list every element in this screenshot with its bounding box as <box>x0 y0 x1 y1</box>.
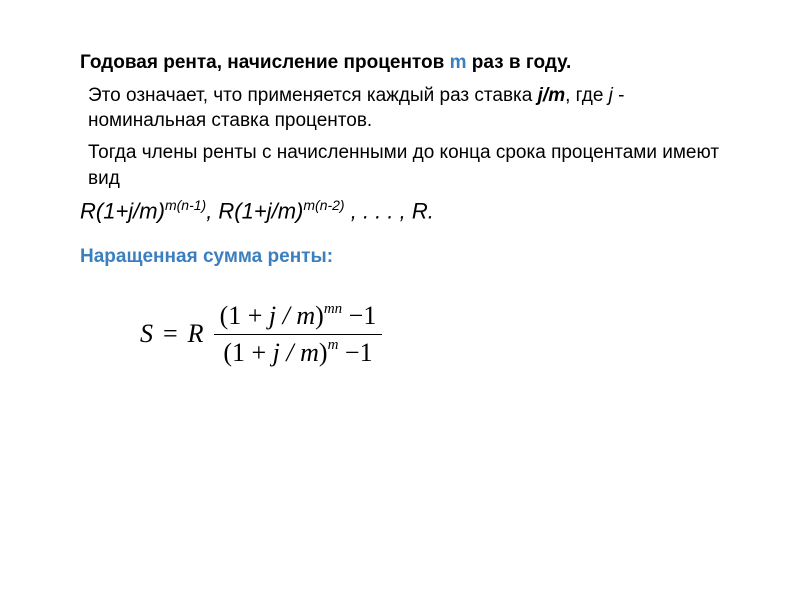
num-open: (1 <box>220 301 242 330</box>
sep2: , . . . , <box>345 198 412 223</box>
term1-base: R(1+j/m) <box>80 198 165 223</box>
den-close: ) <box>319 338 328 367</box>
slide-content: Годовая рента, начисление процентов m ра… <box>0 0 800 370</box>
paragraph-2: Тогда члены ренты с начисленными до конц… <box>80 140 740 191</box>
num-minus: − <box>349 301 364 330</box>
num-exp: mn <box>324 300 342 318</box>
paragraph-1: Это означает, что применяется каждый раз… <box>80 83 740 134</box>
fraction-denominator: (1 + j / m)m −1 <box>217 335 378 370</box>
heading-accent: m <box>450 52 467 73</box>
num-plus: + <box>248 301 263 330</box>
formula-lhs: S <box>140 319 153 349</box>
den-one: 1 <box>360 338 373 367</box>
num-close: ) <box>315 301 324 330</box>
den-minus: − <box>345 338 360 367</box>
p1-part1: Это означает, что применяется каждый раз… <box>88 85 538 106</box>
formula-fraction: (1 + j / m)mn −1 (1 + j / m)m −1 <box>214 298 383 369</box>
heading-prefix: Годовая рента, начисление процентов <box>80 52 450 73</box>
heading-suffix: раз в году. <box>466 52 571 73</box>
p1-rate: j/m <box>538 85 565 106</box>
fraction-numerator: (1 + j / m)mn −1 <box>214 298 383 334</box>
den-jm: j / m <box>273 338 319 367</box>
num-jm: j / m <box>269 301 315 330</box>
sep1: , <box>206 198 218 223</box>
formula-sequence: R(1+j/m)m(n-1), R(1+j/m)m(n-2) , . . . ,… <box>80 197 740 224</box>
main-formula: S = R (1 + j / m)mn −1 (1 + j / m)m −1 <box>80 298 740 369</box>
den-open: (1 <box>223 338 245 367</box>
term1-exp: m(n-1) <box>165 197 206 213</box>
den-exp: m <box>328 336 339 354</box>
term2-base: R(1+j/m) <box>218 198 303 223</box>
p1-part2: , где <box>565 85 609 106</box>
num-one: 1 <box>363 301 376 330</box>
subheading: Наращенная сумма ренты: <box>80 246 740 268</box>
slide-heading: Годовая рента, начисление процентов m ра… <box>80 50 740 77</box>
den-plus: + <box>251 338 266 367</box>
formula-eq: = <box>163 319 178 349</box>
term3: R. <box>412 198 434 223</box>
term2-exp: m(n-2) <box>303 197 344 213</box>
formula-coef: R <box>188 319 204 349</box>
